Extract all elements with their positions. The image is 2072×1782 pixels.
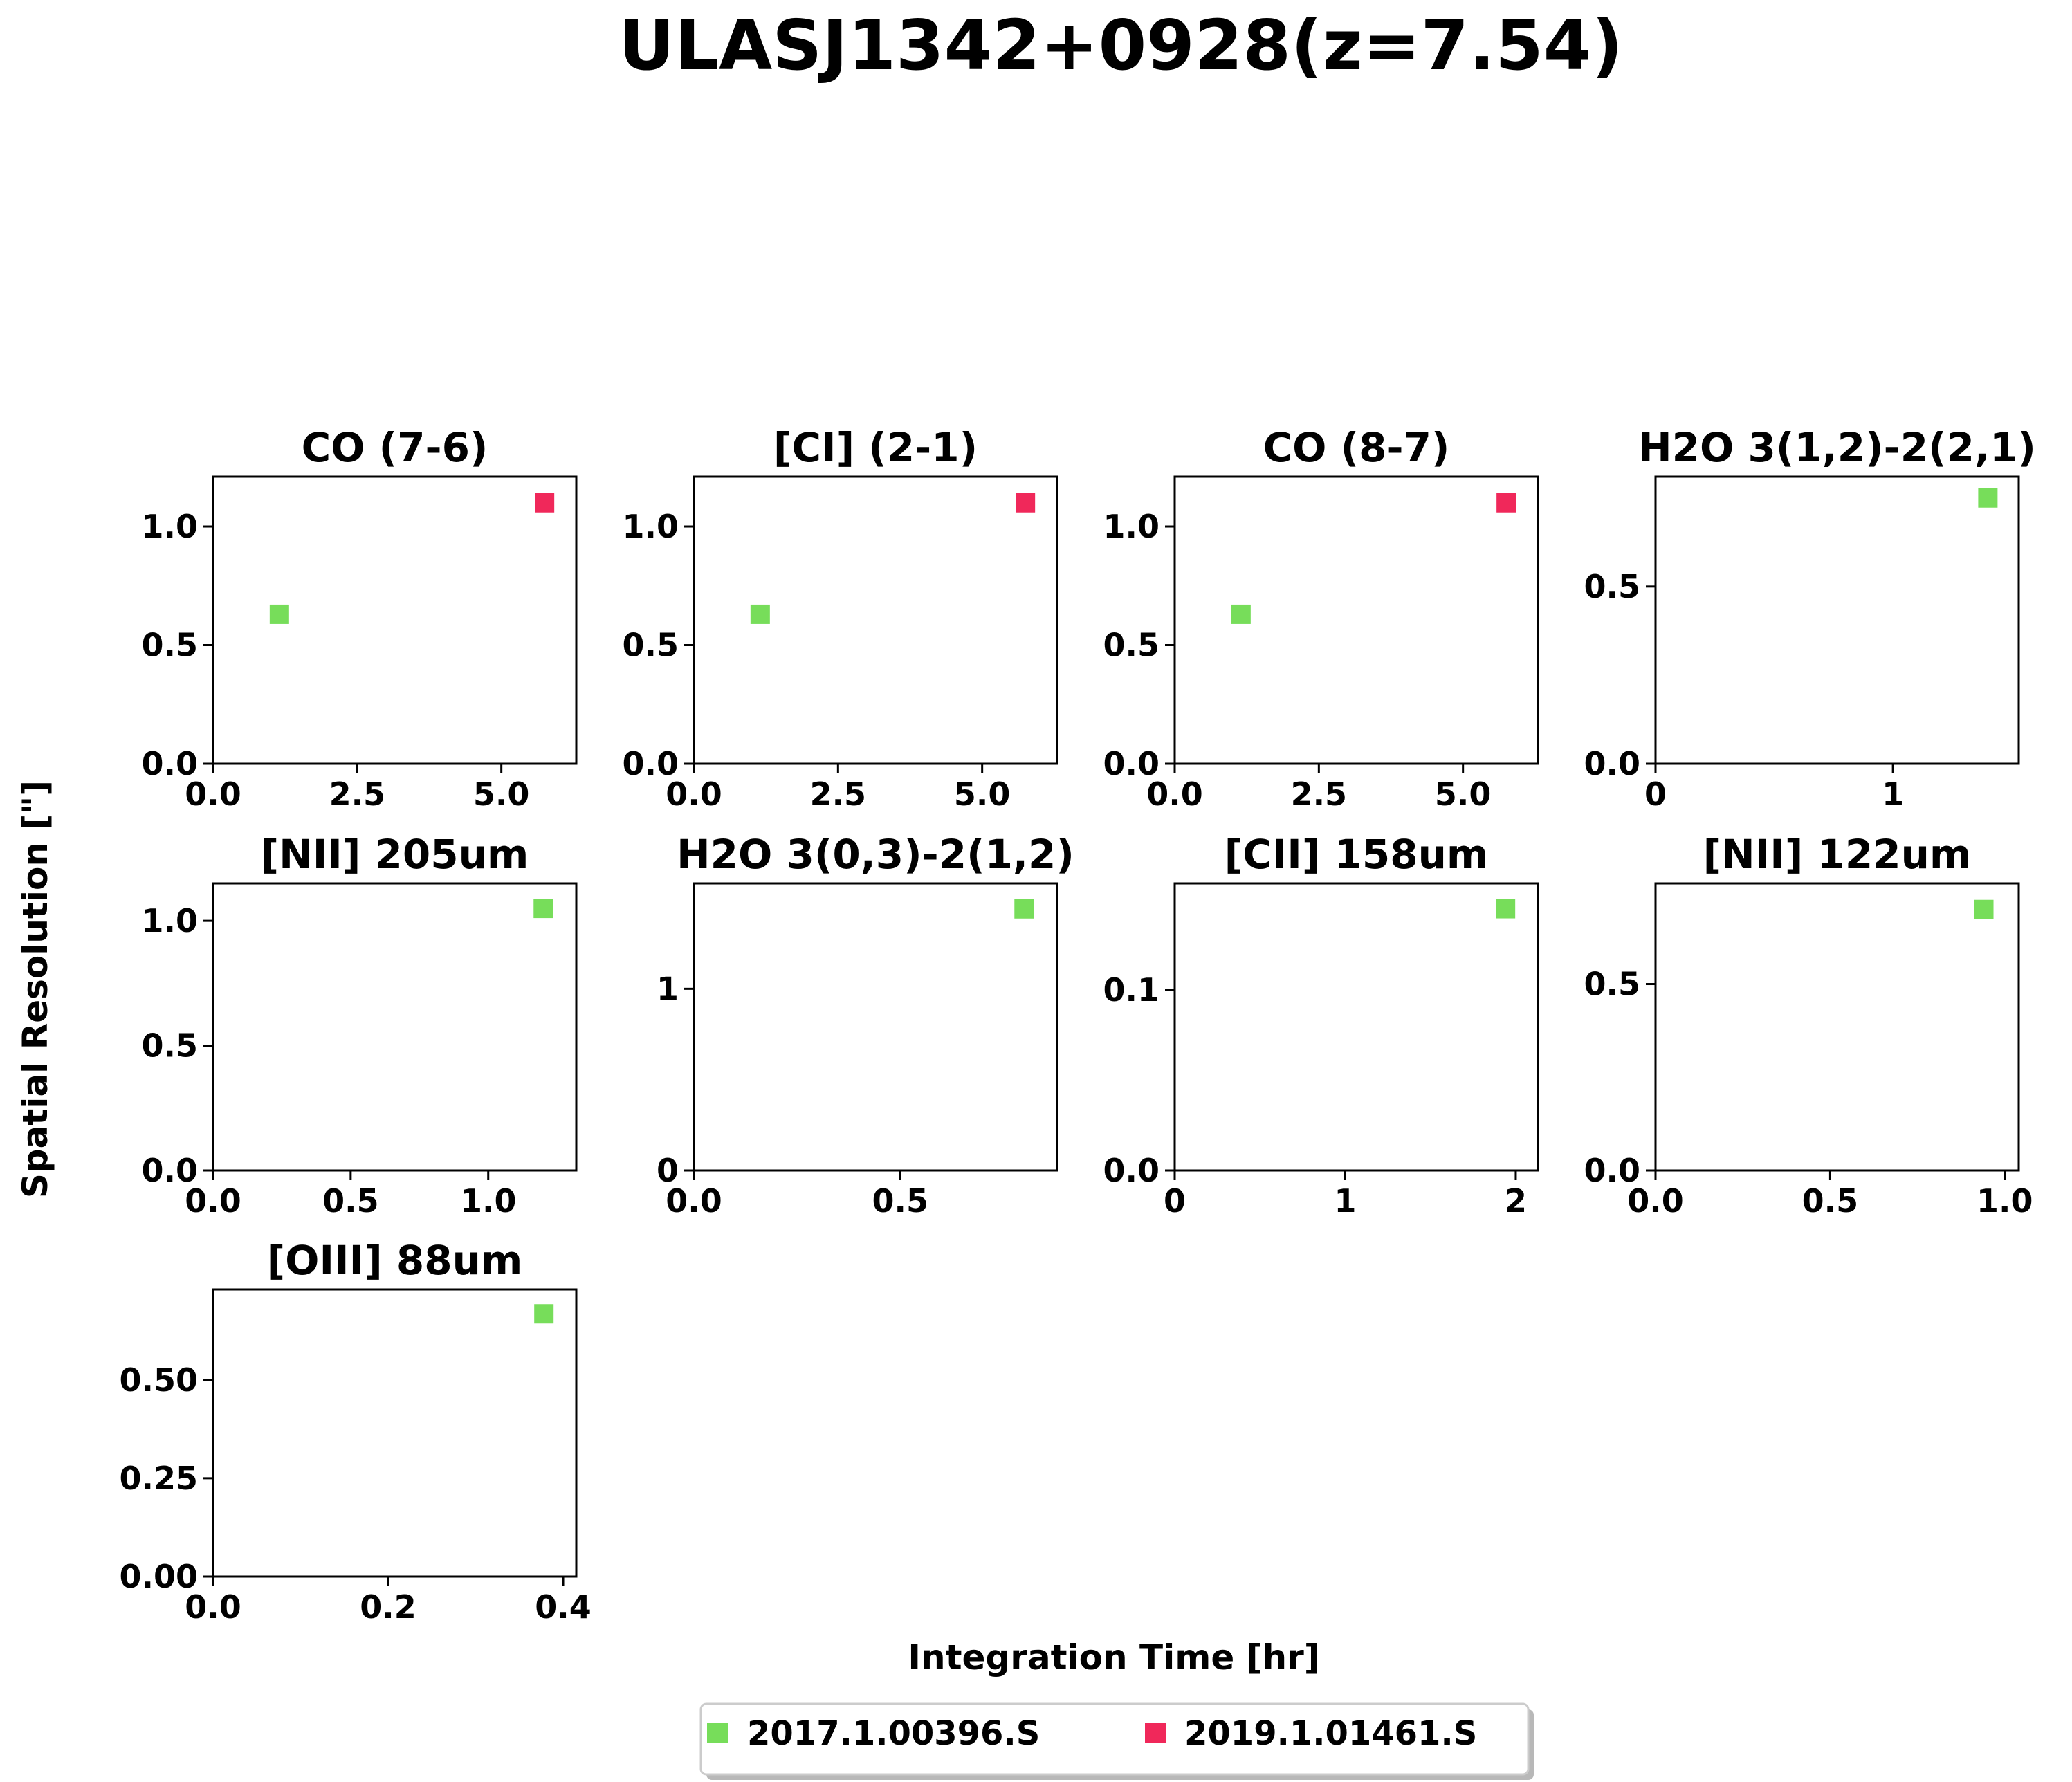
subplot-6: H2O 3(0,3)-2(1,2) 0.0 0.5 0 1 bbox=[657, 831, 1074, 1220]
x-tick-label: 0.5 bbox=[1802, 1182, 1859, 1220]
x-tick-label: 1 bbox=[1882, 775, 1904, 813]
data-point bbox=[1016, 493, 1036, 513]
x-tick-label: 5.0 bbox=[954, 775, 1011, 813]
x-tick-label: 0 bbox=[1164, 1182, 1186, 1220]
x-tick-label: 2 bbox=[1505, 1182, 1527, 1220]
subplot-title: [NII] 122um bbox=[1703, 831, 1972, 878]
subplot-title: [CI] (2-1) bbox=[773, 424, 978, 471]
x-tick-label: 1.0 bbox=[460, 1182, 517, 1220]
subplot-7: [CII] 158um 0 1 2 0.0 0.1 bbox=[1103, 831, 1539, 1220]
y-tick-label: 0.00 bbox=[120, 1558, 199, 1595]
plot-frame bbox=[1173, 475, 1539, 765]
subplot-title: H2O 3(1,2)-2(2,1) bbox=[1638, 424, 2036, 471]
data-point bbox=[535, 493, 555, 513]
x-tick-label: 0.5 bbox=[322, 1182, 379, 1220]
x-tick-label: 0.0 bbox=[666, 1182, 722, 1220]
subplot-4: H2O 3(1,2)-2(2,1) 0 1 0.0 0.5 bbox=[1584, 424, 2036, 813]
data-point bbox=[1014, 899, 1034, 919]
x-tick-label: 1 bbox=[1334, 1182, 1356, 1220]
plot-frame bbox=[693, 882, 1058, 1172]
subplot-title: H2O 3(0,3)-2(1,2) bbox=[677, 831, 1074, 878]
y-tick-label: 0.0 bbox=[623, 745, 679, 782]
y-axis-label: Spatial Resolution ["] bbox=[15, 780, 55, 1198]
data-point bbox=[534, 1304, 554, 1324]
subplot-8: [NII] 122um 0.0 0.5 1.0 0.0 0.5 bbox=[1584, 831, 2033, 1220]
plot-frame bbox=[1173, 882, 1539, 1172]
y-tick-label: 0.5 bbox=[1584, 966, 1641, 1003]
legend-marker-2017 bbox=[707, 1723, 728, 1743]
subplot-title: CO (8-7) bbox=[1263, 424, 1450, 471]
y-tick-label: 0.5 bbox=[1584, 568, 1641, 605]
y-tick-label: 0 bbox=[657, 1152, 679, 1189]
data-point bbox=[1231, 604, 1251, 624]
x-tick-label: 0.0 bbox=[185, 1588, 241, 1626]
y-tick-label: 0.50 bbox=[120, 1361, 199, 1399]
y-tick-label: 1.0 bbox=[142, 902, 199, 939]
y-tick-label: 1.0 bbox=[623, 508, 679, 545]
y-tick-label: 0.1 bbox=[1103, 971, 1160, 1009]
subplot-3: CO (8-7) 0.0 2.5 5.0 0.0 0.5 1.0 bbox=[1103, 424, 1539, 813]
y-tick-label: 0.5 bbox=[1103, 627, 1160, 664]
x-tick-label: 0.0 bbox=[185, 1182, 241, 1220]
panels: CO (7-6) 0.0 2.5 5.0 0.0 0.5 1.0 [CI] (2-1) 0.0 2… bbox=[120, 424, 2036, 1626]
plot-frame bbox=[1654, 475, 2020, 765]
subplot-title: CO (7-6) bbox=[302, 424, 488, 471]
y-tick-label: 0.25 bbox=[120, 1460, 199, 1497]
x-tick-label: 2.5 bbox=[810, 775, 867, 813]
legend-frame bbox=[699, 1702, 1530, 1776]
x-tick-label: 0.5 bbox=[872, 1182, 929, 1220]
plot-frame bbox=[693, 475, 1058, 765]
x-tick-label: 0.4 bbox=[535, 1588, 592, 1626]
y-tick-label: 0.0 bbox=[1584, 1152, 1641, 1189]
data-point bbox=[750, 604, 770, 624]
data-point bbox=[533, 899, 553, 919]
y-tick-label: 1.0 bbox=[1103, 508, 1160, 545]
legend-marker-2019 bbox=[1145, 1723, 1166, 1743]
subplot-2: [CI] (2-1) 0.0 2.5 5.0 0.0 0.5 1.0 bbox=[623, 424, 1058, 813]
y-tick-label: 0.5 bbox=[142, 627, 199, 664]
x-tick-label: 2.5 bbox=[1291, 775, 1348, 813]
data-point bbox=[1496, 899, 1516, 919]
plot-frame bbox=[212, 1288, 578, 1578]
x-axis-label: Integration Time [hr] bbox=[908, 1637, 1319, 1678]
legend: 2017.1.00396.S 2019.1.01461.S bbox=[699, 1702, 1534, 1780]
x-tick-label: 0.2 bbox=[360, 1588, 416, 1626]
x-tick-label: 0.0 bbox=[185, 775, 241, 813]
y-tick-label: 1 bbox=[657, 970, 679, 1007]
plot-frame bbox=[212, 882, 578, 1172]
x-tick-label: 0.0 bbox=[1146, 775, 1203, 813]
x-tick-label: 1.0 bbox=[1977, 1182, 2033, 1220]
plot-frame bbox=[212, 475, 578, 765]
subplot-title: [OIII] 88um bbox=[267, 1237, 523, 1284]
subplot-title: [CII] 158um bbox=[1225, 831, 1489, 878]
subplot-1: CO (7-6) 0.0 2.5 5.0 0.0 0.5 1.0 bbox=[142, 424, 578, 813]
x-tick-label: 0.0 bbox=[1627, 1182, 1684, 1220]
data-point bbox=[1496, 493, 1516, 513]
y-tick-label: 0.0 bbox=[1103, 1152, 1160, 1189]
figure-title: ULASJ1342+0928(z=7.54) bbox=[618, 5, 1623, 86]
x-tick-label: 0 bbox=[1644, 775, 1667, 813]
legend-label-2019: 2019.1.01461.S bbox=[1184, 1714, 1477, 1753]
data-point bbox=[1978, 488, 1998, 508]
subplot-9: [OIII] 88um 0.0 0.2 0.4 0.00 0.25 0.50 bbox=[120, 1237, 592, 1626]
y-tick-label: 1.0 bbox=[142, 508, 199, 545]
y-tick-label: 0.0 bbox=[1584, 745, 1641, 782]
y-tick-label: 0.5 bbox=[623, 627, 679, 664]
data-point bbox=[269, 604, 289, 624]
y-tick-label: 0.5 bbox=[142, 1027, 199, 1065]
subplot-5: [NII] 205um 0.0 0.5 1.0 0.0 0.5 1.0 bbox=[142, 831, 578, 1220]
data-point bbox=[1974, 899, 1994, 919]
y-tick-label: 0.0 bbox=[142, 745, 199, 782]
subplot-title: [NII] 205um bbox=[261, 831, 529, 878]
x-tick-label: 0.0 bbox=[666, 775, 722, 813]
x-tick-label: 2.5 bbox=[329, 775, 386, 813]
x-tick-label: 5.0 bbox=[473, 775, 530, 813]
legend-label-2017: 2017.1.00396.S bbox=[747, 1714, 1040, 1753]
plot-frame bbox=[1654, 882, 2020, 1172]
y-tick-label: 0.0 bbox=[1103, 745, 1160, 782]
y-tick-label: 0.0 bbox=[142, 1152, 199, 1189]
x-tick-label: 5.0 bbox=[1435, 775, 1492, 813]
